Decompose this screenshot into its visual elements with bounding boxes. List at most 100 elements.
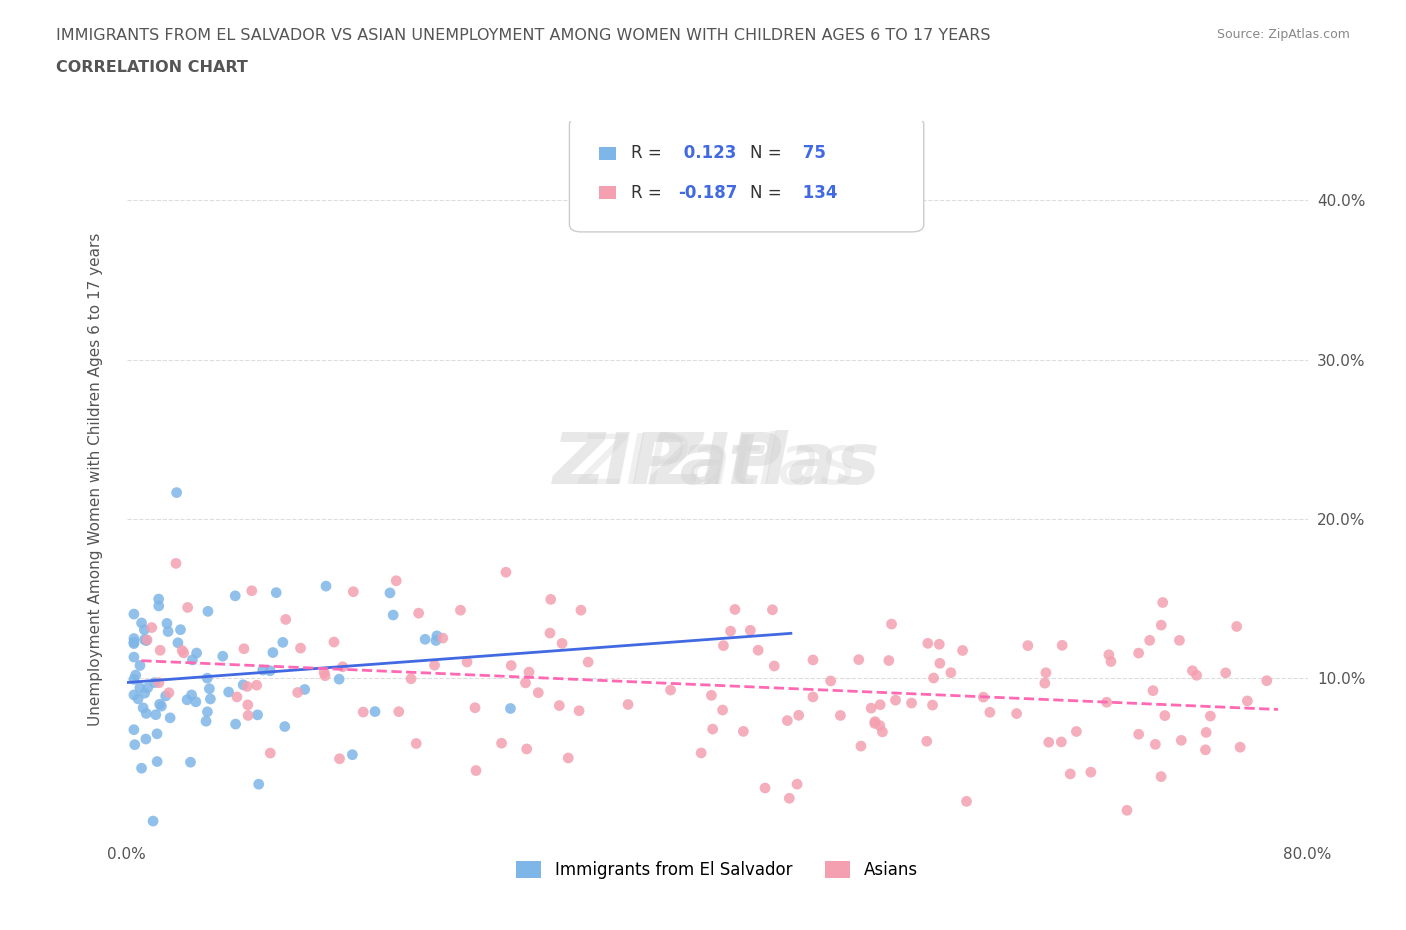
- Point: [287, 685, 309, 700]
- Point: [801, 689, 824, 704]
- Point: [921, 698, 943, 712]
- Point: [134, 632, 156, 647]
- Point: [173, 645, 195, 660]
- Point: [1116, 803, 1139, 817]
- Point: [711, 702, 734, 717]
- Point: [240, 583, 263, 598]
- Point: [148, 675, 170, 690]
- Point: [690, 746, 713, 761]
- Point: [557, 751, 579, 765]
- Point: [939, 665, 962, 680]
- Point: [259, 746, 281, 761]
- Point: [150, 698, 173, 713]
- Point: [197, 604, 219, 618]
- Point: [515, 675, 537, 690]
- Point: [195, 671, 218, 685]
- Point: [972, 690, 994, 705]
- Point: [516, 741, 538, 756]
- Point: [122, 606, 145, 621]
- Point: [195, 713, 218, 728]
- Point: [456, 655, 478, 670]
- Point: [323, 634, 346, 649]
- Point: [211, 649, 233, 664]
- Point: [1215, 666, 1237, 681]
- Point: [900, 696, 922, 711]
- Point: [165, 556, 187, 571]
- Text: N =: N =: [751, 183, 787, 202]
- FancyBboxPatch shape: [569, 117, 924, 232]
- Legend: Immigrants from El Salvador, Asians: Immigrants from El Salvador, Asians: [509, 855, 925, 886]
- Point: [880, 617, 903, 631]
- Text: 0.123: 0.123: [678, 144, 737, 162]
- Point: [551, 636, 574, 651]
- Point: [314, 665, 336, 680]
- Point: [1194, 742, 1216, 757]
- Point: [259, 663, 281, 678]
- Point: [1144, 737, 1167, 751]
- Point: [264, 585, 287, 600]
- Text: CORRELATION CHART: CORRELATION CHART: [56, 60, 247, 75]
- Point: [146, 726, 169, 741]
- Point: [146, 754, 169, 769]
- Point: [143, 675, 166, 690]
- Point: [225, 717, 247, 732]
- Point: [1150, 618, 1173, 632]
- Point: [517, 665, 540, 680]
- Point: [1170, 733, 1192, 748]
- Point: [849, 738, 872, 753]
- Point: [148, 591, 170, 606]
- Text: R =: R =: [631, 183, 666, 202]
- Point: [136, 632, 159, 647]
- Point: [915, 734, 938, 749]
- Point: [1181, 663, 1204, 678]
- Point: [1005, 706, 1028, 721]
- Point: [763, 658, 786, 673]
- Point: [917, 636, 939, 651]
- Point: [159, 711, 181, 725]
- Point: [464, 700, 486, 715]
- Point: [155, 688, 177, 703]
- Point: [246, 678, 269, 693]
- Point: [733, 724, 755, 738]
- Point: [252, 663, 274, 678]
- Point: [226, 689, 249, 704]
- Point: [1080, 764, 1102, 779]
- Point: [166, 485, 188, 500]
- Point: [1066, 724, 1088, 739]
- Point: [1152, 595, 1174, 610]
- Point: [328, 751, 350, 766]
- Point: [378, 586, 401, 601]
- Point: [186, 645, 208, 660]
- Point: [1153, 708, 1175, 723]
- Point: [1139, 633, 1161, 648]
- Point: [134, 622, 156, 637]
- Point: [127, 691, 149, 706]
- Point: [167, 635, 190, 650]
- Point: [179, 755, 201, 770]
- Point: [527, 685, 550, 700]
- Point: [122, 723, 145, 737]
- Text: ZIP: ZIP: [651, 431, 783, 499]
- Point: [224, 589, 246, 604]
- Point: [1033, 676, 1056, 691]
- Point: [1098, 647, 1121, 662]
- Point: [157, 685, 180, 700]
- Point: [928, 637, 950, 652]
- Point: [342, 747, 364, 762]
- Text: -0.187: -0.187: [678, 183, 738, 202]
- Point: [495, 565, 517, 579]
- Point: [131, 761, 153, 776]
- Point: [426, 629, 449, 644]
- Y-axis label: Unemployment Among Women with Children Ages 6 to 17 years: Unemployment Among Women with Children A…: [89, 232, 103, 725]
- Point: [423, 658, 446, 672]
- Point: [801, 653, 824, 668]
- Point: [141, 620, 163, 635]
- Point: [142, 814, 165, 829]
- Point: [1226, 619, 1249, 634]
- Point: [786, 777, 808, 791]
- Point: [176, 600, 198, 615]
- Point: [884, 693, 907, 708]
- Point: [385, 573, 408, 588]
- Point: [364, 704, 387, 719]
- Point: [122, 636, 145, 651]
